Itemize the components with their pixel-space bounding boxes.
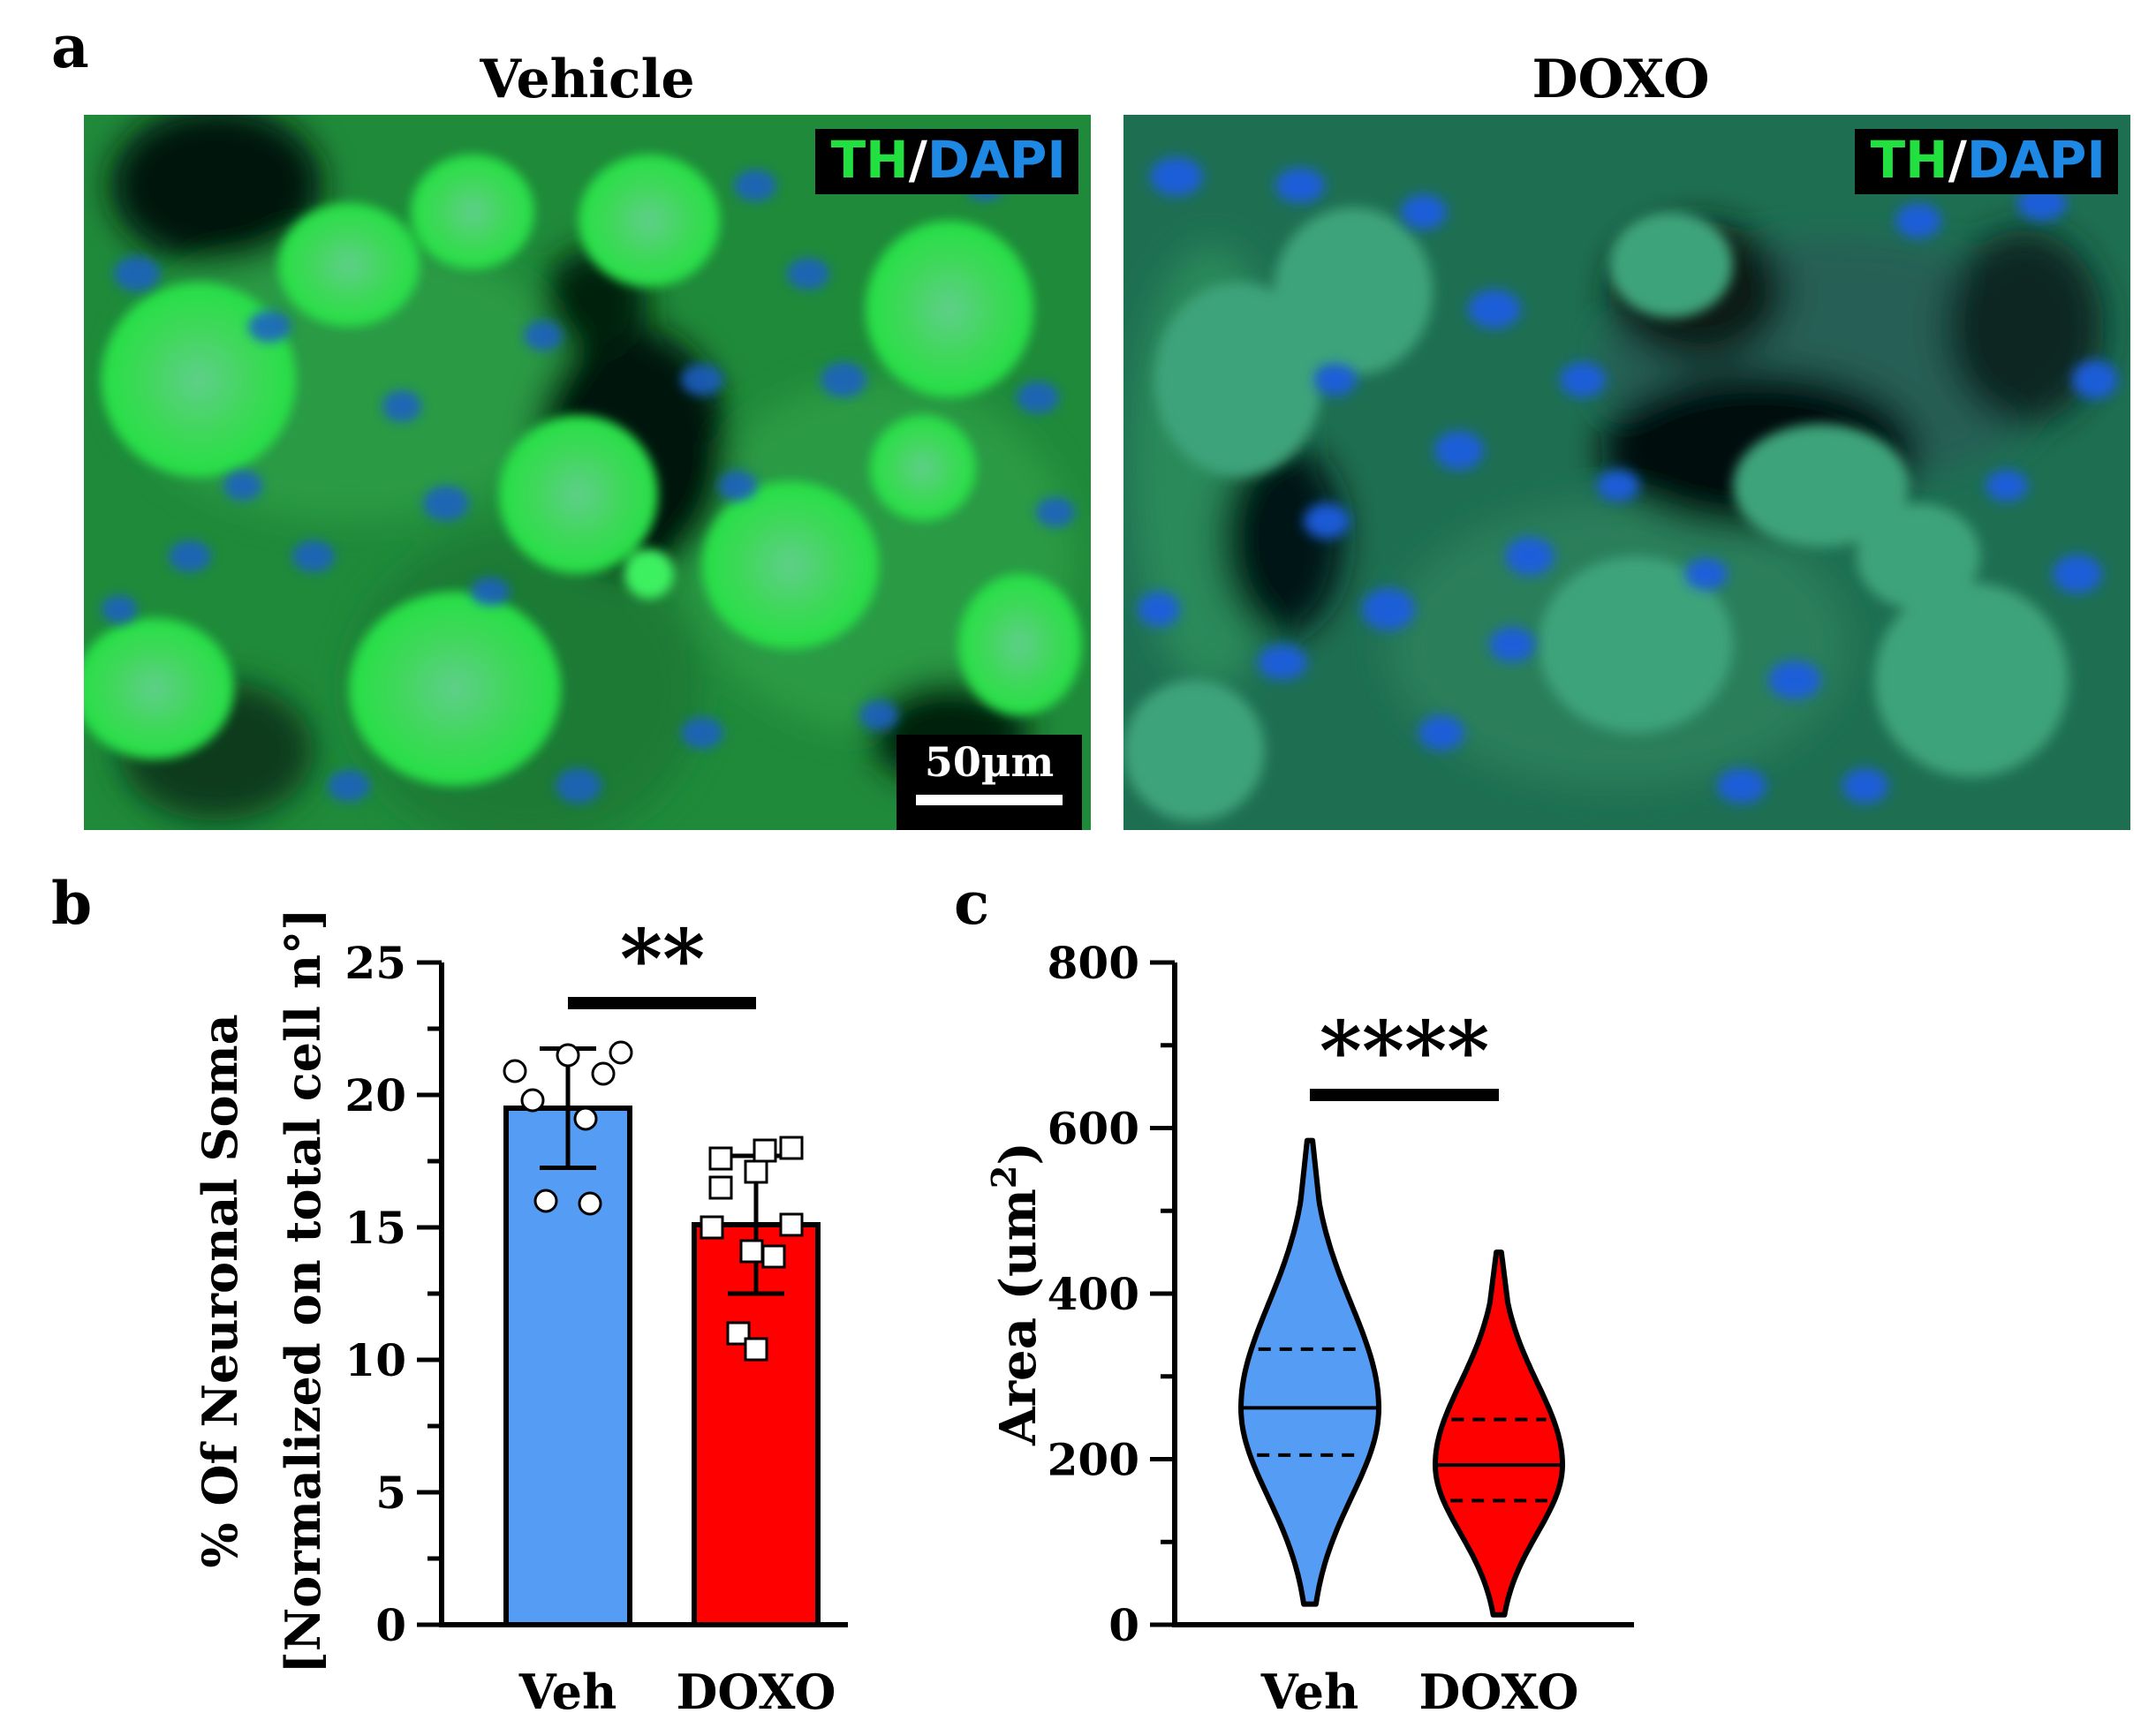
doxo-stain-label: TH/DAPI [1854,129,2118,194]
data-point [700,1215,724,1240]
doxo-micrograph-image [1123,115,2130,830]
data-point [556,1043,580,1068]
significance-label: **** [1320,1003,1489,1098]
y-axis-label-line2: [Normalized on total cell n°] [275,908,331,1673]
y-tick-label: 400 [1048,1268,1139,1320]
data-point [520,1088,545,1113]
y-tick-label: 200 [1048,1434,1139,1486]
data-point [591,1061,616,1086]
stain-separator: / [1948,130,1967,190]
y-axis-label-line1: % Of Neuronal Soma [192,1014,248,1567]
significance-label: ** [620,911,705,1007]
scale-bar-line [916,795,1063,805]
panel-letter-c: c [954,869,990,938]
doxo-micrograph: TH/DAPI [1123,115,2130,830]
vehicle-micrograph: TH/DAPI 50µm [84,115,1091,830]
y-tick-label: 600 [1048,1103,1139,1155]
y-tick-label: 25 [344,937,406,989]
data-point [761,1244,786,1269]
stain-separator: / [908,130,927,190]
data-point [503,1059,527,1083]
x-tick-label-doxo: DOXO [677,1664,836,1720]
stain-dapi-text: DAPI [1966,130,2106,190]
data-point [779,1136,804,1160]
x-tick-label-veh: Veh [518,1664,617,1720]
x-tick-label-veh: Veh [1260,1664,1359,1720]
y-tick-label: 15 [344,1202,406,1254]
violin-veh [1238,1137,1381,1607]
data-point [753,1138,777,1163]
stain-th-text: TH [1870,130,1948,190]
data-point [739,1239,764,1264]
vehicle-micrograph-image [84,115,1091,830]
data-point [708,1175,733,1200]
scale-bar: 50µm [896,735,1082,830]
data-point [779,1212,804,1237]
y-tick-label: 20 [344,1069,406,1121]
y-tick-label: 5 [375,1467,406,1519]
data-point [744,1159,768,1184]
stain-dapi-text: DAPI [927,130,1066,190]
panel-letter-a: a [51,12,89,81]
data-point [573,1106,598,1131]
data-point [708,1146,733,1171]
y-axis-label: Area (um2) [984,1142,1048,1446]
vehicle-stain-label: TH/DAPI [814,129,1078,194]
doxo-title: DOXO [1532,49,1710,110]
scale-bar-label: 50µm [924,738,1055,786]
panel-letter-b: b [51,869,93,938]
violin-doxo [1433,1249,1565,1618]
stain-th-text: TH [830,130,909,190]
x-tick-label-doxo: DOXO [1419,1664,1579,1720]
data-point [744,1337,768,1362]
data-point [578,1191,602,1216]
y-tick-label: 0 [1108,1599,1139,1651]
data-point [533,1189,558,1213]
y-tick-label: 800 [1048,937,1139,989]
vehicle-title: Vehicle [480,49,695,110]
bar-veh [503,1106,632,1627]
y-tick-label: 10 [344,1334,406,1386]
data-point [609,1040,633,1065]
y-tick-label: 0 [375,1599,406,1651]
